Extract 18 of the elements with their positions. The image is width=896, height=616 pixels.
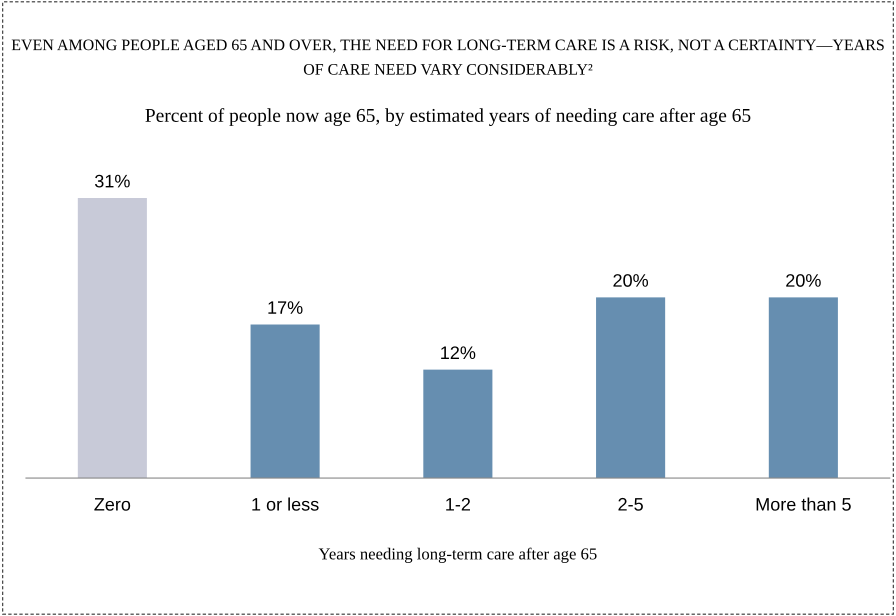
x-tick-label: More than 5 xyxy=(756,497,851,511)
bar xyxy=(250,324,320,478)
bar xyxy=(596,297,666,478)
chart-title: EVEN AMONG PEOPLE AGED 65 AND OVER, THE NEED FOR LONG-TERM CARE IS A RISK, NOT A CERTAINTY—YEARS OF CARE NEED VARY CONSIDERABLY² xyxy=(12,40,884,75)
data-label: 20% xyxy=(613,274,648,287)
x-tick-label: 1-2 xyxy=(446,498,470,511)
data-label: 31% xyxy=(94,174,130,188)
bar xyxy=(423,370,492,478)
data-label: 20% xyxy=(786,274,821,287)
bar xyxy=(78,198,147,478)
bar xyxy=(768,297,838,478)
x-tick-label: 2-5 xyxy=(618,498,643,511)
x-axis-title: Years needing long-term care after age 65 xyxy=(318,548,597,563)
chart-subtitle: Percent of people now age 65, by estimated years of needing care after age 65 xyxy=(145,108,750,126)
data-label: 12% xyxy=(441,346,476,360)
data-label: 17% xyxy=(268,301,303,314)
x-tick-label: 1 or less xyxy=(252,497,319,511)
x-tick-label: Zero xyxy=(94,498,130,511)
